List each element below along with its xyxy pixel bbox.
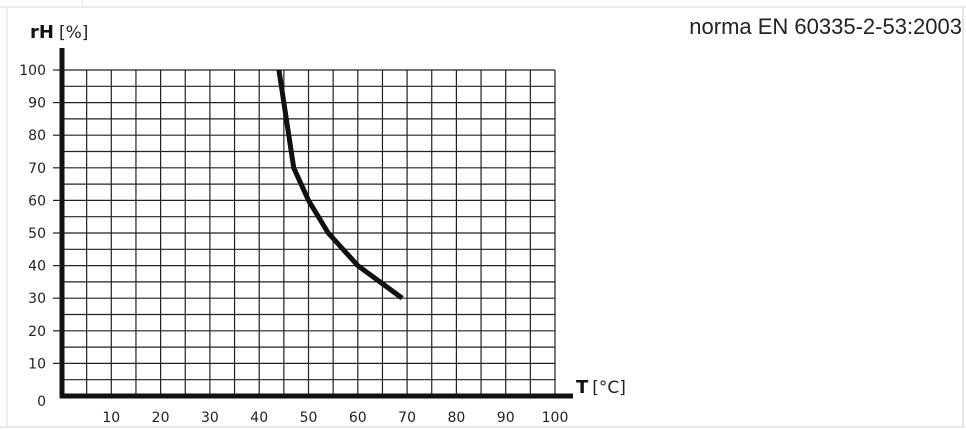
chart-ticks: 0 10 20 30 40 50 60 70 80 90 100 10 20 30 40 50 60 70 80 90… bbox=[19, 63, 568, 426]
x-axis-label: T [°C] bbox=[576, 377, 626, 398]
chart-series bbox=[276, 69, 404, 301]
y-tick-label: 30 bbox=[28, 291, 46, 307]
y-axis-label: rH [%] bbox=[30, 22, 88, 43]
x-tick-label: 30 bbox=[201, 410, 219, 426]
x-tick-label: 80 bbox=[447, 410, 465, 426]
y-tick-label: 20 bbox=[28, 324, 46, 340]
chart-axes bbox=[59, 48, 573, 399]
y-tick-label: 80 bbox=[28, 128, 46, 144]
chart-grid bbox=[62, 69, 556, 396]
x-tick-label: 70 bbox=[398, 410, 416, 426]
x-tick-label: 20 bbox=[152, 410, 170, 426]
y-tick-label: 10 bbox=[28, 356, 46, 372]
y-tick-label: 90 bbox=[28, 96, 46, 112]
x-tick-label: 50 bbox=[300, 410, 318, 426]
corner-tab bbox=[0, 0, 83, 6]
y-tick-label: 70 bbox=[28, 161, 46, 177]
y-tick-label: 100 bbox=[19, 63, 46, 79]
y-tick-label: 60 bbox=[28, 193, 46, 209]
x-tick-label: 40 bbox=[250, 410, 268, 426]
y-tick-label: 50 bbox=[28, 226, 46, 242]
frame-top-line bbox=[0, 6, 966, 8]
frame-bottom-line bbox=[0, 426, 966, 428]
series-line bbox=[276, 69, 404, 301]
y-tick-label: 40 bbox=[28, 259, 46, 275]
x-tick-label: 100 bbox=[542, 410, 569, 426]
frame-left-line bbox=[6, 6, 8, 428]
chart-axis-labels: rH [%] T [°C] bbox=[30, 22, 626, 398]
standard-note: norma EN 60335-2-53:2003 bbox=[689, 14, 962, 39]
x-tick-label: 90 bbox=[497, 410, 515, 426]
y-tick-label: 0 bbox=[37, 394, 46, 410]
frame-right-line bbox=[962, 6, 964, 428]
x-tick-label: 10 bbox=[102, 410, 120, 426]
x-tick-label: 60 bbox=[349, 410, 367, 426]
